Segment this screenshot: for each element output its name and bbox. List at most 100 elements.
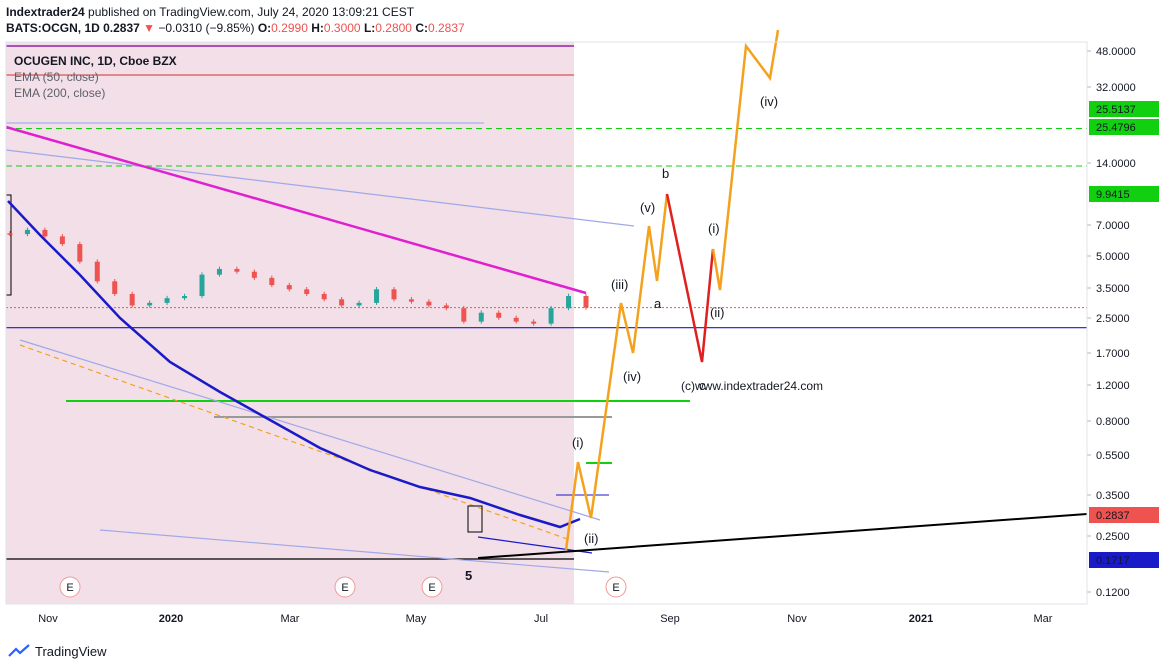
candle bbox=[339, 299, 345, 306]
price-tick-label: 48.0000 bbox=[1096, 46, 1136, 58]
wave-label: (v) bbox=[640, 200, 655, 215]
publisher-name: Indextrader24 bbox=[6, 5, 85, 19]
legend-symbol: OCUGEN INC, 1D, Cboe BZX bbox=[14, 54, 177, 68]
candle bbox=[286, 285, 292, 290]
correction-line bbox=[665, 193, 715, 363]
footer-brand[interactable]: TradingView bbox=[8, 641, 107, 661]
candle bbox=[548, 308, 554, 324]
price-tick-label: 0.8000 bbox=[1096, 416, 1130, 428]
earnings-marker-label: E bbox=[612, 582, 619, 594]
tradingview-logo-icon bbox=[8, 644, 30, 657]
candle bbox=[199, 274, 205, 297]
wave-label: (i) bbox=[708, 221, 720, 236]
chart-header: Indextrader24 published on TradingView.c… bbox=[6, 4, 465, 36]
earnings-marker: E bbox=[59, 576, 81, 598]
wave-label: (i) bbox=[572, 435, 584, 450]
close-value: 0.2837 bbox=[427, 21, 465, 35]
wave-label: (iv) bbox=[760, 94, 778, 109]
high-value: 0.3000 bbox=[323, 21, 361, 35]
candle bbox=[443, 305, 449, 309]
low-label: L: bbox=[363, 21, 376, 35]
symbol: BATS:OCGN, 1D bbox=[6, 21, 100, 35]
low-value: 0.2800 bbox=[375, 21, 412, 35]
candle bbox=[304, 289, 310, 294]
published-text: published on TradingView.com, July 24, 2… bbox=[88, 5, 415, 19]
earnings-marker-circle bbox=[334, 576, 356, 598]
candle bbox=[321, 293, 327, 300]
change-arrow-icon: ▼ bbox=[143, 21, 156, 35]
candle bbox=[216, 268, 222, 275]
footer-brand-name: TradingView bbox=[35, 643, 107, 659]
wave-label: (iii) bbox=[611, 277, 628, 292]
candle bbox=[42, 229, 48, 237]
candle bbox=[513, 317, 519, 322]
price-tick-label: 1.2000 bbox=[1096, 380, 1130, 392]
price-tick-label: 7.0000 bbox=[1096, 220, 1130, 232]
candle bbox=[129, 293, 135, 306]
wave-label: (ii) bbox=[710, 305, 724, 320]
wave-label: 5 bbox=[465, 568, 472, 583]
ema200-line bbox=[5, 125, 587, 295]
open-value: 0.2990 bbox=[271, 21, 308, 35]
earnings-marker-circle bbox=[421, 576, 443, 598]
high-label: H: bbox=[311, 21, 324, 35]
candle bbox=[77, 244, 83, 262]
wave-label: (iv) bbox=[623, 369, 641, 384]
price-tick-label: 0.2500 bbox=[1096, 531, 1130, 543]
time-tick-label: 2021 bbox=[909, 613, 933, 625]
legend-ema50[interactable]: EMA (50, close) bbox=[14, 70, 99, 84]
time-tick-label: Jul bbox=[534, 613, 548, 625]
earnings-marker-circle bbox=[59, 576, 81, 598]
trend-line bbox=[19, 339, 601, 521]
trend-line bbox=[19, 344, 571, 541]
time-tick-label: Nov bbox=[38, 613, 58, 625]
price-label-box bbox=[1089, 119, 1159, 135]
candle bbox=[496, 312, 502, 318]
price-tick-label: 0.1200 bbox=[1096, 587, 1130, 599]
last-price: 0.2837 bbox=[103, 21, 140, 35]
price-tick-label: 2.5000 bbox=[1096, 313, 1130, 325]
earnings-marker-label: E bbox=[428, 582, 435, 594]
legend-ema200[interactable]: EMA (200, close) bbox=[14, 86, 106, 100]
time-tick-label: Mar bbox=[1034, 613, 1053, 625]
candle bbox=[7, 233, 13, 235]
change-value: −0.0310 (−9.85%) bbox=[158, 21, 255, 35]
close-label: C: bbox=[415, 21, 428, 35]
candle bbox=[269, 277, 275, 286]
trend-line bbox=[5, 149, 635, 227]
price-tick-label: 0.5500 bbox=[1096, 450, 1130, 462]
earnings-marker-circle bbox=[605, 576, 627, 598]
candle bbox=[147, 302, 153, 306]
candle bbox=[24, 229, 30, 235]
quote-line: BATS:OCGN, 1D 0.2837 ▼ −0.0310 (−9.85%) … bbox=[6, 20, 465, 36]
history-shade bbox=[6, 42, 574, 604]
price-label-box bbox=[1089, 552, 1159, 568]
price-label-box bbox=[1089, 507, 1159, 523]
earnings-marker: E bbox=[421, 576, 443, 598]
earnings-marker: E bbox=[334, 576, 356, 598]
wave-label: (ii) bbox=[584, 531, 598, 546]
candle bbox=[531, 321, 537, 324]
candle bbox=[461, 308, 467, 322]
candle bbox=[426, 301, 432, 306]
wave-label: b bbox=[662, 166, 669, 181]
earnings-marker-label: E bbox=[341, 582, 348, 594]
price-tick-label: 14.0000 bbox=[1096, 158, 1136, 170]
price-tick-label: 32.0000 bbox=[1096, 82, 1136, 94]
earnings-marker-label: E bbox=[66, 582, 73, 594]
time-tick-label: Mar bbox=[281, 613, 300, 625]
candle bbox=[59, 236, 65, 245]
candle bbox=[391, 289, 397, 300]
candle bbox=[408, 299, 414, 302]
price-tick-label: 5.0000 bbox=[1096, 251, 1130, 263]
price-tick-label: 3.5000 bbox=[1096, 283, 1130, 295]
wave-label: a bbox=[654, 296, 662, 311]
time-tick-label: Nov bbox=[787, 613, 807, 625]
time-tick-label: Sep bbox=[660, 613, 680, 625]
trend-line bbox=[99, 529, 610, 573]
candle bbox=[583, 296, 589, 308]
projection-line bbox=[564, 193, 669, 551]
earnings-marker: E bbox=[605, 576, 627, 598]
candle bbox=[164, 298, 170, 303]
